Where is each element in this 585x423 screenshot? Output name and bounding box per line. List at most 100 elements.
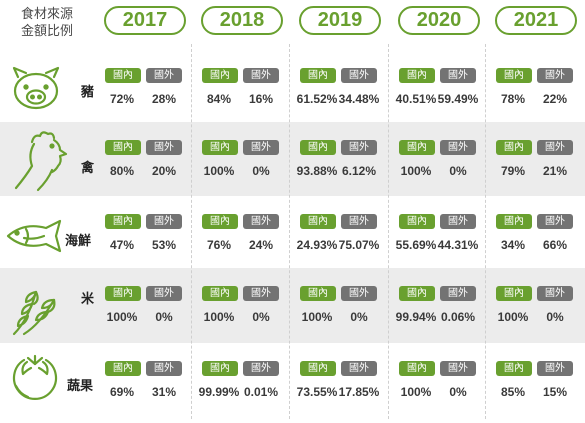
row-band bbox=[0, 268, 585, 343]
domestic-value: 40.51% bbox=[395, 92, 437, 106]
domestic-tag: 國內 bbox=[399, 68, 435, 83]
domestic-tag: 國內 bbox=[105, 68, 141, 83]
domestic-value: 80% bbox=[109, 164, 135, 178]
domestic-value: 72% bbox=[109, 92, 135, 106]
domestic-value: 93.88% bbox=[296, 164, 338, 178]
domestic-value: 100% bbox=[400, 385, 432, 399]
domestic-value: 78% bbox=[500, 92, 526, 106]
imported-value: 44.31% bbox=[437, 238, 479, 252]
imported-tag: 國外 bbox=[146, 140, 182, 155]
domestic-tag: 國內 bbox=[202, 214, 238, 229]
domestic-tag: 國內 bbox=[496, 68, 532, 83]
imported-tag: 國外 bbox=[243, 214, 279, 229]
imported-tag: 國外 bbox=[537, 214, 573, 229]
imported-tag: 國外 bbox=[341, 286, 377, 301]
imported-tag: 國外 bbox=[146, 214, 182, 229]
tomato-icon bbox=[6, 350, 64, 408]
domestic-value: 100% bbox=[497, 310, 529, 324]
domestic-value: 100% bbox=[400, 164, 432, 178]
imported-value: 0% bbox=[350, 310, 368, 324]
imported-tag: 國外 bbox=[341, 68, 377, 83]
imported-value: 20% bbox=[151, 164, 177, 178]
domestic-tag: 國內 bbox=[105, 140, 141, 155]
domestic-value: 34% bbox=[500, 238, 526, 252]
imported-value: 22% bbox=[542, 92, 568, 106]
imported-value: 21% bbox=[542, 164, 568, 178]
category-label: 豬 bbox=[81, 85, 95, 100]
imported-value: 0.06% bbox=[440, 310, 476, 324]
imported-tag: 國外 bbox=[537, 286, 573, 301]
column-divider bbox=[388, 44, 389, 419]
pig-icon bbox=[6, 65, 66, 115]
domestic-tag: 國內 bbox=[105, 361, 141, 376]
imported-tag: 國外 bbox=[440, 214, 476, 229]
domestic-tag: 國內 bbox=[300, 68, 336, 83]
imported-tag: 國外 bbox=[146, 286, 182, 301]
imported-value: 0% bbox=[449, 385, 467, 399]
imported-tag: 國外 bbox=[440, 68, 476, 83]
imported-value: 6.12% bbox=[341, 164, 377, 178]
domestic-value: 47% bbox=[109, 238, 135, 252]
domestic-tag: 國內 bbox=[202, 361, 238, 376]
domestic-tag: 國內 bbox=[202, 286, 238, 301]
imported-tag: 國外 bbox=[243, 286, 279, 301]
domestic-value: 100% bbox=[106, 310, 138, 324]
domestic-tag: 國內 bbox=[300, 286, 336, 301]
imported-value: 34.48% bbox=[338, 92, 380, 106]
domestic-value: 84% bbox=[206, 92, 232, 106]
column-divider bbox=[289, 44, 290, 419]
imported-tag: 國外 bbox=[243, 140, 279, 155]
category-label: 米 bbox=[81, 292, 95, 307]
imported-value: 0% bbox=[252, 310, 270, 324]
imported-tag: 國外 bbox=[440, 361, 476, 376]
imported-value: 0% bbox=[546, 310, 564, 324]
domestic-tag: 國內 bbox=[105, 214, 141, 229]
domestic-tag: 國內 bbox=[496, 140, 532, 155]
imported-tag: 國外 bbox=[440, 286, 476, 301]
domestic-tag: 國內 bbox=[202, 140, 238, 155]
domestic-value: 99.99% bbox=[198, 385, 240, 399]
year-header: 2019 bbox=[299, 6, 381, 35]
imported-value: 0% bbox=[449, 164, 467, 178]
column-divider bbox=[485, 44, 486, 419]
chicken-icon bbox=[10, 128, 70, 192]
imported-tag: 國外 bbox=[146, 361, 182, 376]
imported-value: 0% bbox=[155, 310, 173, 324]
domestic-tag: 國內 bbox=[300, 214, 336, 229]
domestic-tag: 國內 bbox=[496, 361, 532, 376]
domestic-tag: 國內 bbox=[300, 361, 336, 376]
domestic-tag: 國內 bbox=[399, 361, 435, 376]
header-title-line2: 金額比例 bbox=[20, 24, 73, 39]
domestic-value: 85% bbox=[500, 385, 526, 399]
year-header: 2021 bbox=[495, 6, 577, 35]
domestic-value: 100% bbox=[301, 310, 333, 324]
imported-value: 16% bbox=[248, 92, 274, 106]
imported-value: 0% bbox=[252, 164, 270, 178]
category-label: 海鮮 bbox=[65, 234, 92, 249]
header-title-line1: 食材來源 bbox=[20, 7, 73, 22]
imported-value: 15% bbox=[542, 385, 568, 399]
imported-value: 31% bbox=[151, 385, 177, 399]
imported-value: 53% bbox=[151, 238, 177, 252]
imported-tag: 國外 bbox=[537, 68, 573, 83]
year-header: 2018 bbox=[201, 6, 283, 35]
imported-value: 28% bbox=[151, 92, 177, 106]
domestic-value: 76% bbox=[206, 238, 232, 252]
imported-value: 59.49% bbox=[437, 92, 479, 106]
domestic-value: 24.93% bbox=[296, 238, 338, 252]
domestic-value: 73.55% bbox=[296, 385, 338, 399]
imported-value: 0.01% bbox=[243, 385, 279, 399]
domestic-tag: 國內 bbox=[105, 286, 141, 301]
domestic-tag: 國內 bbox=[399, 214, 435, 229]
domestic-tag: 國內 bbox=[496, 214, 532, 229]
domestic-value: 99.94% bbox=[395, 310, 437, 324]
imported-value: 24% bbox=[248, 238, 274, 252]
header-title: 食材來源 金額比例 bbox=[0, 6, 94, 40]
domestic-value: 69% bbox=[109, 385, 135, 399]
column-divider bbox=[191, 44, 192, 419]
imported-tag: 國外 bbox=[243, 68, 279, 83]
domestic-value: 100% bbox=[203, 310, 235, 324]
imported-tag: 國外 bbox=[341, 140, 377, 155]
category-label: 禽 bbox=[81, 161, 95, 176]
imported-tag: 國外 bbox=[243, 361, 279, 376]
